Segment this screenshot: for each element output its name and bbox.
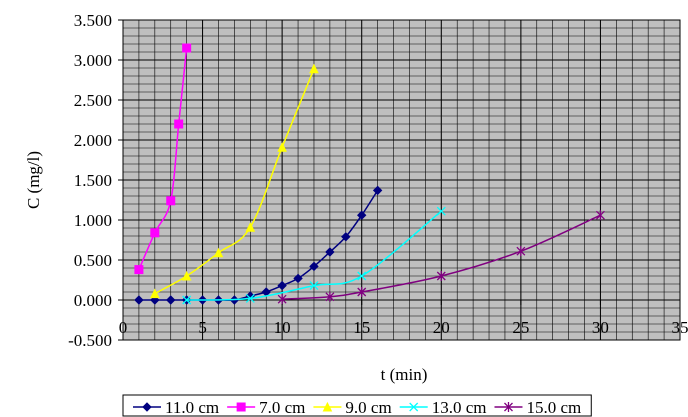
- data-point: [325, 291, 335, 302]
- legend-item: 9.0 cm: [313, 398, 392, 417]
- legend-label: 9.0 cm: [345, 398, 391, 417]
- y-axis-label: C (mg/l): [24, 151, 43, 209]
- legend-item: 13.0 cm: [399, 398, 487, 417]
- data-point: [166, 196, 176, 206]
- data-point: [134, 265, 144, 275]
- x-tick-label: 10: [274, 318, 291, 337]
- x-tick-label: 35: [672, 318, 688, 337]
- x-tick-label: 30: [592, 318, 609, 337]
- legend-items: 11.0 cm 7.0 cm 9.0 cm 13.0 cm 15.0 cm: [133, 398, 581, 417]
- x-axis-ticks: 0 5 10 15 20 25 30 35: [119, 300, 688, 337]
- marker-stroke: [436, 206, 446, 216]
- data-point: [182, 295, 192, 305]
- data-point: [357, 271, 367, 281]
- x-tick-label: 25: [512, 318, 529, 337]
- legend-label: 11.0 cm: [165, 398, 219, 417]
- data-point: [277, 294, 287, 305]
- y-tick-label: 3.500: [74, 11, 112, 30]
- legend-marker: [142, 402, 152, 412]
- y-axis-ticks: -0.500 0.000 0.500 1.000 1.500 2.000 2.500 3.00…: [68, 11, 123, 350]
- y-tick-label: 0.500: [74, 251, 112, 270]
- legend-item: 15.0 cm: [494, 398, 581, 417]
- y-tick-label: 1.500: [74, 171, 112, 190]
- data-point: [325, 247, 335, 257]
- data-point: [277, 142, 287, 152]
- legend-label: 13.0 cm: [432, 398, 487, 417]
- data-point: [309, 261, 319, 272]
- marker-stroke: [245, 293, 255, 303]
- data-point: [372, 185, 383, 196]
- data-point: [516, 246, 526, 257]
- data-point: [341, 232, 351, 242]
- data-point: [357, 210, 367, 220]
- y-tick-label: 1.000: [74, 211, 112, 230]
- x-tick-label: 0: [119, 318, 128, 337]
- marker-stroke: [357, 271, 367, 281]
- data-point: [309, 281, 319, 291]
- data-point: [245, 293, 255, 303]
- data-point: [436, 206, 446, 216]
- plot-area: 0 5 10 15 20 25 30 35 -0.500 0.000 0.500 1.000 1.50…: [68, 11, 688, 350]
- y-tick-label: -0.500: [68, 331, 112, 350]
- legend-item: 11.0 cm: [133, 398, 219, 417]
- data-point: [174, 119, 184, 129]
- legend-marker: [409, 402, 419, 412]
- legend-marker: [236, 402, 246, 412]
- data-point: [357, 287, 367, 297]
- data-point: [436, 271, 446, 281]
- legend-item: 7.0 cm: [227, 398, 305, 417]
- legend-marker: [322, 401, 333, 412]
- data-point: [166, 295, 176, 305]
- x-axis-label: t (min): [381, 365, 428, 384]
- legend-label: 7.0 cm: [259, 398, 305, 417]
- data-point: [277, 280, 287, 291]
- legend: 11.0 cm 7.0 cm 9.0 cm 13.0 cm 15.0 cm: [122, 394, 592, 417]
- data-point: [595, 210, 605, 221]
- y-tick-label: 2.500: [74, 91, 112, 110]
- data-point: [150, 228, 160, 238]
- series-9-0-cm: [150, 63, 319, 299]
- marker-stroke: [309, 281, 319, 291]
- series-15-0-cm: [277, 210, 605, 305]
- marker-stroke: [182, 295, 192, 305]
- legend-marker: [504, 402, 513, 412]
- legend-label: 15.0 cm: [526, 398, 581, 417]
- marker-stroke: [409, 402, 419, 412]
- data-point: [245, 222, 256, 232]
- series-11-0-cm: [134, 185, 383, 305]
- series-layer: [134, 43, 605, 305]
- x-tick-label: 15: [353, 318, 370, 337]
- x-tick-label: 5: [198, 318, 207, 337]
- x-tick-label: 20: [433, 318, 450, 337]
- data-point: [150, 288, 160, 299]
- y-tick-label: 0.000: [74, 291, 112, 310]
- data-point: [182, 43, 192, 53]
- series-13-0-cm: [182, 206, 446, 305]
- series-7-0-cm: [134, 43, 192, 275]
- data-point: [181, 270, 192, 281]
- data-point: [293, 273, 303, 284]
- data-point: [309, 63, 319, 74]
- y-tick-label: 3.000: [74, 51, 112, 70]
- y-tick-label: 2.000: [74, 131, 112, 150]
- data-point: [134, 295, 144, 305]
- series-line: [138, 189, 379, 302]
- data-point: [213, 247, 224, 258]
